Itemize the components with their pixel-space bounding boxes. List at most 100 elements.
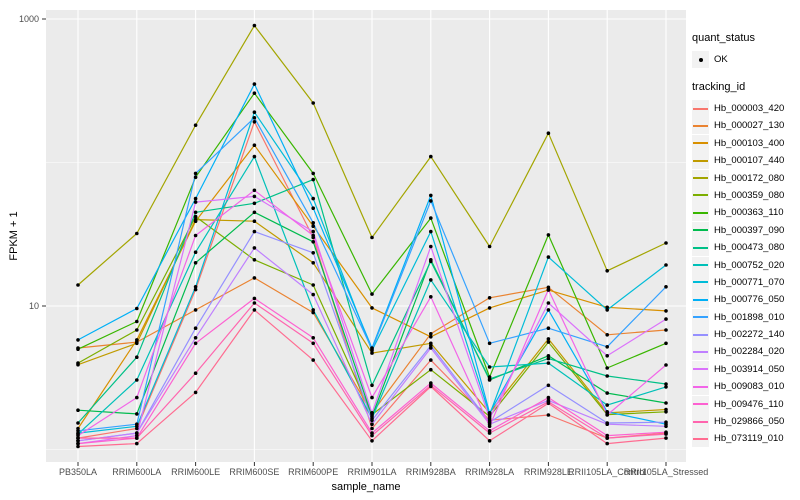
data-point: [605, 374, 609, 378]
data-point: [664, 424, 668, 429]
data-point: [605, 410, 609, 414]
data-point: [252, 91, 257, 95]
legend-key-box: [692, 100, 709, 117]
x-axis-title: sample_name: [331, 481, 401, 493]
legend-key-box: [692, 360, 709, 378]
legend: quant_status OK tracking_id Hb_000003_42…: [692, 32, 798, 448]
data-point: [546, 287, 551, 292]
data-point: [252, 210, 257, 215]
legend-item-Hb_029866_050: Hb_029866_050: [692, 413, 798, 431]
legend-item-label: Hb_000363_110: [714, 207, 784, 219]
data-point: [252, 229, 257, 234]
panel-background: [46, 10, 686, 462]
x-tick-label: RRIM928BA: [406, 467, 456, 477]
legend-key-box: [692, 204, 709, 222]
data-point: [487, 416, 492, 421]
data-point: [429, 367, 433, 372]
legend-item-Hb_000103_400: Hb_000103_400: [692, 134, 798, 152]
data-point: [546, 255, 551, 259]
legend-item-Hb_000027_130: Hb_000027_130: [692, 117, 798, 135]
legend-item-Hb_009476_110: Hb_009476_110: [692, 395, 798, 413]
data-point: [311, 240, 316, 244]
x-tick-label: RRIM901LA: [347, 467, 396, 477]
data-point: [252, 188, 257, 193]
data-point: [76, 347, 80, 352]
data-point: [487, 439, 492, 443]
legend-item-Hb_003914_050: Hb_003914_050: [692, 360, 798, 378]
legend-item-label: Hb_000752_020: [714, 259, 785, 271]
data-point: [193, 390, 198, 395]
data-point: [193, 233, 198, 238]
legend-item-label: Hb_000107_440: [714, 155, 785, 167]
data-point: [370, 418, 374, 423]
data-point: [664, 317, 668, 321]
data-point: [605, 308, 609, 312]
data-point: [664, 436, 668, 440]
legend-key-line-icon: [693, 437, 708, 440]
data-point: [135, 338, 139, 342]
data-point: [370, 292, 374, 296]
data-point: [311, 196, 316, 201]
data-point: [429, 278, 433, 282]
x-tick-label: RRIM600SE: [229, 467, 279, 477]
data-point: [311, 336, 316, 340]
legend-key-box: [692, 221, 709, 239]
data-point: [546, 361, 551, 365]
legend-key-line-icon: [693, 420, 708, 423]
data-point: [76, 283, 80, 287]
data-point: [135, 355, 139, 360]
x-tick-label: RRIM600LE: [171, 467, 220, 477]
data-point: [370, 235, 374, 240]
data-point: [76, 338, 80, 342]
data-point: [664, 382, 668, 386]
data-point: [664, 363, 668, 367]
data-point: [193, 210, 198, 215]
legend-key-box: [692, 273, 709, 291]
legend-item-label: Hb_009476_110: [714, 398, 784, 410]
data-point: [487, 411, 492, 415]
legend-key-box: [692, 169, 709, 187]
x-tick-label: RRIM600LA: [112, 467, 161, 477]
tracking-id-legend-title: tracking_id: [692, 81, 746, 93]
data-point: [487, 424, 492, 429]
legend-key-line-icon: [693, 246, 708, 249]
point-marker-icon: [698, 57, 703, 62]
data-point: [311, 358, 316, 362]
legend-key-box: [692, 256, 709, 274]
data-point: [605, 345, 609, 349]
data-point: [193, 250, 198, 254]
data-point: [664, 432, 668, 436]
legend-key-line-icon: [693, 142, 708, 145]
legend-key-box: [692, 51, 709, 68]
data-point: [664, 410, 668, 414]
legend-key-line-icon: [693, 159, 708, 162]
data-point: [311, 171, 316, 176]
tracking-id-legend-items: Hb_000003_420 Hb_000027_130 Hb_000103_400 H…: [692, 100, 798, 448]
data-point: [252, 194, 257, 199]
data-point: [311, 251, 316, 255]
y-tick-label: 1000: [19, 14, 39, 24]
data-point: [76, 441, 80, 446]
legend-key-line-icon: [693, 177, 708, 180]
data-point: [429, 259, 433, 264]
data-point: [664, 328, 668, 332]
data-point: [252, 143, 257, 147]
data-point: [193, 371, 198, 376]
legend-item-label: Hb_029866_050: [714, 416, 785, 428]
data-point: [311, 221, 316, 225]
legend-key-box: [692, 413, 709, 431]
data-point: [605, 403, 609, 407]
data-point: [135, 306, 139, 311]
legend-item-label: Hb_000172_080: [714, 172, 785, 184]
data-point: [370, 411, 374, 415]
legend-key-line-icon: [693, 368, 708, 371]
data-point: [135, 441, 139, 446]
data-point: [546, 301, 551, 305]
legend-key-box: [692, 239, 709, 257]
data-point: [370, 426, 374, 431]
legend-item-label: Hb_000359_080: [714, 189, 785, 201]
data-point: [546, 308, 551, 312]
y-axis-title: FPKM + 1: [8, 211, 20, 261]
data-point: [252, 23, 257, 28]
